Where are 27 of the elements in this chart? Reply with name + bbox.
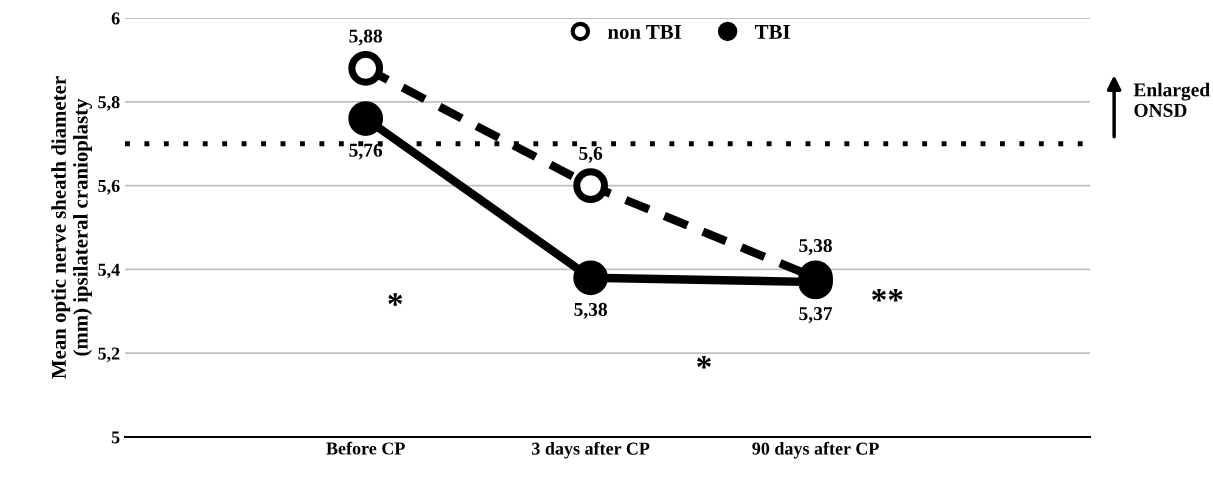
data-label: 5,38 xyxy=(574,302,607,319)
y-tick-label: 5,6 xyxy=(98,179,120,195)
data-label: 5,88 xyxy=(349,29,383,46)
x-tick-label: 90 days after CP xyxy=(752,441,879,459)
y-tick-label: 5,4 xyxy=(98,263,120,279)
annotation: * xyxy=(697,355,711,369)
point xyxy=(348,50,384,86)
annotation: ** xyxy=(872,288,903,302)
legend-label: non TBI xyxy=(607,25,682,39)
point xyxy=(573,168,608,203)
y-axis-title: Mean optic nerve sheath diameter (mm) ipsilateral cranioplasty xyxy=(51,76,93,379)
data-label: 5,38 xyxy=(799,238,832,255)
x-tick-label: 3 days after CP xyxy=(532,441,650,459)
y-tick-label: 5,8 xyxy=(98,96,120,111)
annotation: * xyxy=(388,293,403,306)
legend-label: TBI xyxy=(755,25,790,39)
legend-label: Enlarged ONSD xyxy=(1133,82,1210,117)
data-label: 5,37 xyxy=(799,307,833,323)
y-tick-label: 6 xyxy=(111,12,120,25)
point xyxy=(798,264,833,300)
data-label: 5,6 xyxy=(579,146,603,163)
point xyxy=(348,101,384,136)
data-label: 5,76 xyxy=(349,143,383,160)
y-tick-label: 5,2 xyxy=(98,347,120,363)
y-tick-label: 5 xyxy=(111,431,120,444)
x-tick-label: Before CP xyxy=(326,441,405,455)
point xyxy=(573,260,608,296)
